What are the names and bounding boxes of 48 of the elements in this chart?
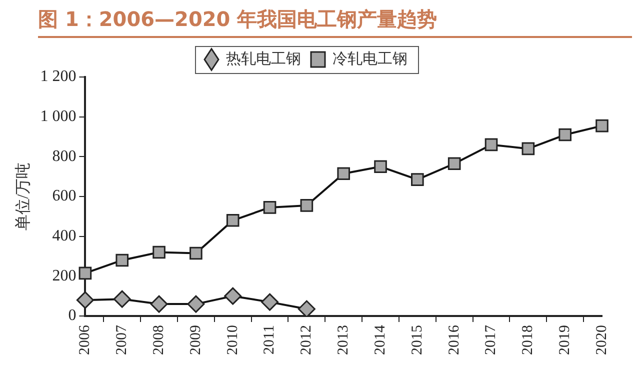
point: [300, 199, 314, 212]
y-axis-title: 单位/万吨: [14, 162, 32, 231]
point: [150, 295, 168, 313]
point: [596, 119, 608, 132]
x-tick-label: 2010: [224, 325, 241, 355]
point: [152, 246, 166, 259]
x-tick-label: 2012: [298, 325, 315, 355]
x-tick-label: 2011: [262, 325, 278, 354]
x-tick-label: 2009: [188, 325, 204, 355]
x-tick-label: 2019: [557, 325, 574, 355]
point: [448, 157, 461, 170]
y-tick-label: 800: [52, 148, 76, 165]
chart-title: 图 1：2006—2020 年我国电工钢产量趋势: [38, 6, 632, 38]
point: [411, 173, 424, 186]
point: [558, 128, 572, 142]
x-tick-label: 2006: [77, 324, 94, 355]
x-tick-label: 2018: [520, 325, 536, 355]
point: [224, 287, 242, 305]
x-tick-label: 2015: [409, 325, 426, 355]
legend-label: 热轧电工钢: [226, 49, 301, 68]
y-tick-label: 0: [68, 307, 76, 324]
y-tick-label: 1 000: [40, 108, 76, 126]
point: [226, 214, 240, 227]
point: [298, 300, 316, 316]
point: [187, 295, 205, 313]
point: [261, 293, 279, 311]
x-tick-label: 2014: [372, 324, 388, 355]
point: [76, 291, 94, 309]
point: [113, 290, 131, 308]
y-tick-label: 200: [52, 267, 76, 284]
point: [78, 266, 92, 280]
x-tick-label: 2020: [594, 325, 610, 355]
y-tick-label: 600: [52, 188, 76, 205]
legend-label: 冷轧电工钢: [332, 49, 408, 68]
x-tick-label: 2013: [336, 325, 352, 355]
point: [116, 254, 129, 267]
x-tick-label: 2016: [446, 324, 462, 355]
point: [337, 167, 350, 180]
point: [374, 160, 387, 174]
y-tick-label: 1 200: [40, 68, 76, 86]
point: [190, 246, 202, 260]
point: [522, 142, 535, 156]
point: [484, 138, 498, 152]
point: [263, 201, 276, 214]
x-tick-label: 2017: [483, 324, 500, 355]
y-tick-label: 400: [52, 228, 76, 245]
x-tick-label: 2008: [150, 325, 167, 355]
x-tick-label: 2007: [114, 324, 130, 355]
